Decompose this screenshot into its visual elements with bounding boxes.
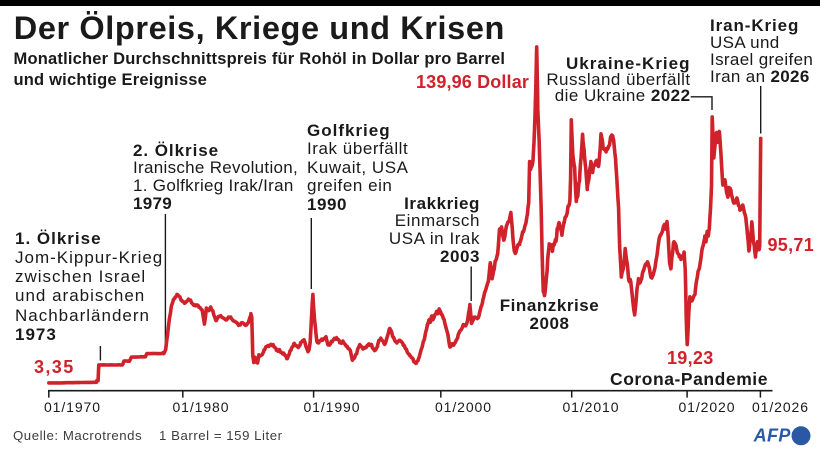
svg-text:AFP: AFP	[753, 426, 792, 446]
